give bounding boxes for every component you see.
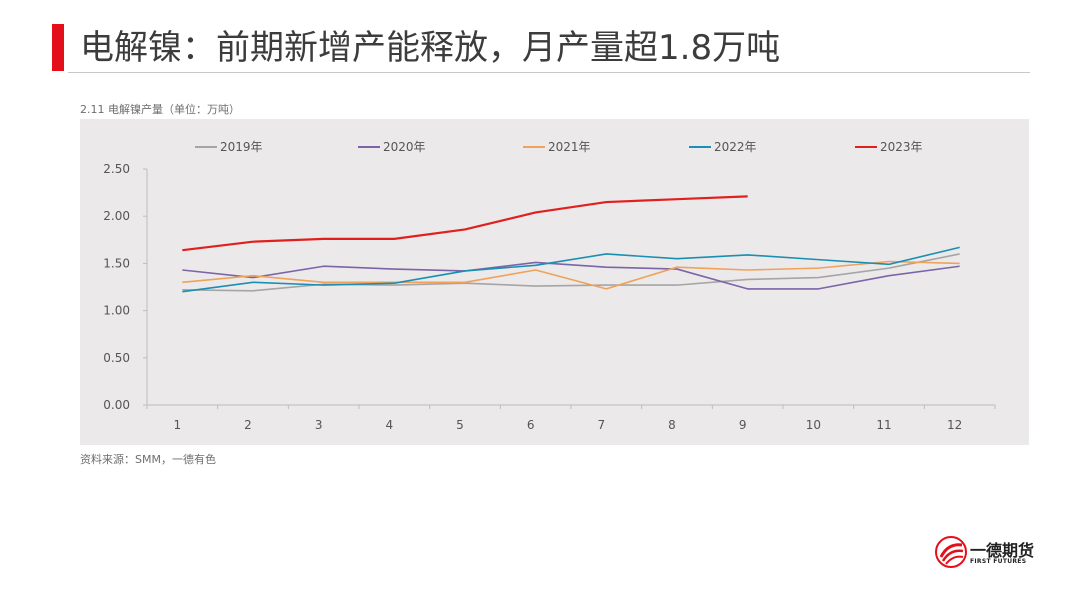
- y-tick-label: 2.00: [103, 209, 130, 223]
- y-tick-label: 0.00: [103, 398, 130, 412]
- x-tick-label: 2: [244, 418, 252, 432]
- x-tick-label: 3: [315, 418, 323, 432]
- series-line-2: [182, 261, 960, 290]
- title-divider: [68, 72, 1030, 73]
- y-tick-label: 2.50: [103, 162, 130, 176]
- x-tick-label: 7: [598, 418, 606, 432]
- x-tick-label: 12: [947, 418, 962, 432]
- x-tick-label: 4: [386, 418, 394, 432]
- company-logo: 一德期货 FIRST FUTURES: [934, 535, 1044, 569]
- chart-caption: 2.11 电解镍产量（单位：万吨）: [80, 103, 240, 116]
- legend-label: 2019年: [220, 140, 263, 154]
- source-note: 资料来源：SMM，一德有色: [80, 453, 216, 466]
- line-chart: 0.000.501.001.502.002.501 2 3 4 5 6 7 8 9 10 11 122…: [103, 140, 996, 432]
- legend-label: 2023年: [880, 140, 923, 154]
- legend-label: 2022年: [714, 140, 757, 154]
- x-tick-label: 1: [174, 418, 182, 432]
- legend-label: 2021年: [548, 140, 591, 154]
- legend-label: 2020年: [383, 140, 426, 154]
- x-tick-label: 9: [739, 418, 747, 432]
- x-tick-label: 6: [527, 418, 535, 432]
- y-tick-label: 1.50: [103, 256, 130, 270]
- x-tick-label: 10: [806, 418, 821, 432]
- y-tick-label: 1.00: [103, 304, 130, 318]
- logo-subtitle: FIRST FUTURES: [970, 558, 1027, 565]
- x-tick-label: 11: [876, 418, 891, 432]
- page-title: 电解镍：前期新增产能释放，月产量超1.8万吨: [80, 28, 781, 68]
- series-line-5: [182, 195, 748, 252]
- logo-name: 一德期货: [970, 541, 1035, 560]
- x-tick-label: 8: [668, 418, 676, 432]
- series-line-4: [182, 246, 960, 293]
- logo-emblem-icon: [935, 536, 967, 568]
- x-tick-label: 5: [456, 418, 464, 432]
- series-line-3: [182, 260, 960, 290]
- chart-panel: [80, 119, 1029, 445]
- y-tick-label: 0.50: [103, 351, 130, 365]
- title-accent-bar: [52, 24, 64, 71]
